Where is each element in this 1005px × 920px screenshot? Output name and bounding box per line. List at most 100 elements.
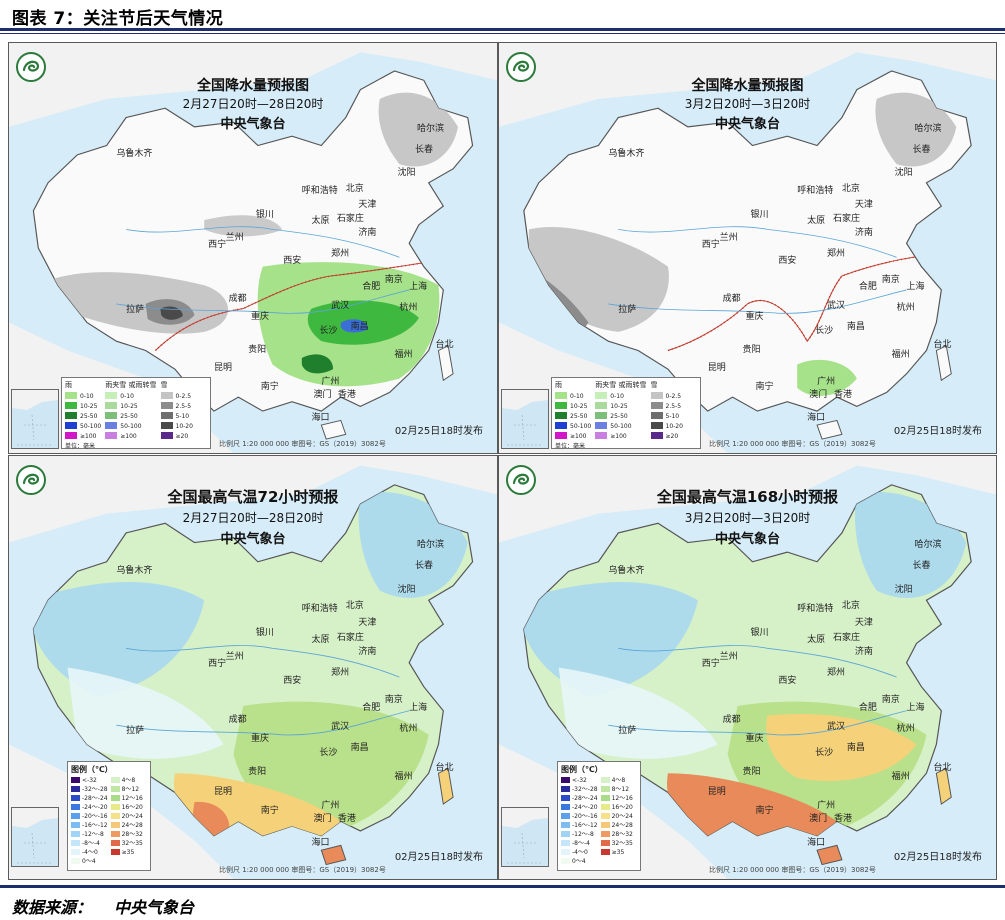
legend-value: -24～-20 xyxy=(82,804,108,811)
city-label: 上海 xyxy=(906,703,925,714)
city-label: 拉萨 xyxy=(126,304,145,315)
figure-title: 图表 7：关注节后天气情况 xyxy=(12,9,224,29)
precip-legend: 雨 0-10 10-25 25-50 50-100 ≥100 雨夹雪 或雨转雪 0-10 10-… xyxy=(551,377,701,450)
legend-swatch xyxy=(595,392,608,399)
city-label: 长春 xyxy=(912,144,931,155)
city-label: 济南 xyxy=(854,647,873,658)
yellow-river xyxy=(126,645,400,678)
legend-swatch xyxy=(65,432,77,439)
legend-swatch xyxy=(600,830,610,837)
legend-swatch xyxy=(561,785,570,792)
map-scale-note: 比例尺 1:20 000 000 审图号：GS（2019）3082号 xyxy=(709,440,876,448)
city-label: 北京 xyxy=(345,183,364,194)
cma-logo-icon xyxy=(16,52,46,82)
city-label: 香港 xyxy=(833,813,852,824)
legend-value: -20～-16 xyxy=(572,813,598,820)
city-label: 南昌 xyxy=(350,321,369,332)
legend-value: 2.5-5 xyxy=(175,403,192,410)
city-label: 台北 xyxy=(435,340,454,351)
city-label: 银川 xyxy=(255,628,274,639)
legend-swatch xyxy=(71,794,80,801)
legend-row: 4～8 xyxy=(600,775,633,784)
issuing-agency: 中央气象台 xyxy=(220,117,286,132)
legend-value: 0-10 xyxy=(120,393,134,400)
hainan-island xyxy=(816,419,843,440)
legend-column: 雨 0-10 10-25 25-50 50-100 ≥100 xyxy=(65,380,101,441)
city-label: 兰州 xyxy=(225,233,244,244)
city-label: 长沙 xyxy=(815,326,834,337)
legend-row: 0-10 xyxy=(555,391,591,401)
legend-row: -12～-8 xyxy=(71,829,108,838)
city-label: 太原 xyxy=(807,634,826,645)
legend-row: 28～32 xyxy=(110,829,143,838)
legend-row: 0-2.5 xyxy=(650,391,683,401)
city-label: 北京 xyxy=(345,601,364,612)
legend-value: -12～-8 xyxy=(82,831,104,838)
legend-value: ≥100 xyxy=(120,433,137,440)
legend-swatch xyxy=(65,412,77,419)
city-label: 贵阳 xyxy=(742,344,761,355)
city-label: 石家庄 xyxy=(336,632,364,643)
legend-swatch xyxy=(160,412,173,419)
legend-row: 24～28 xyxy=(110,820,143,829)
yangtze-river xyxy=(608,289,907,314)
legend-value: 0-10 xyxy=(80,393,94,400)
precip-map-panel-2: 全国降水量预报图 3月2日20时—3日20时 中央气象台 乌鲁木齐 哈尔滨 长春 沈阳 呼和浩… xyxy=(498,42,997,454)
city-label: 长春 xyxy=(415,144,434,155)
city-label: 乌鲁木齐 xyxy=(608,565,645,576)
release-time: 02月25日18时发布 xyxy=(893,426,982,437)
legend-value: -16～-12 xyxy=(82,822,108,829)
map-scale-note: 比例尺 1:20 000 000 审图号：GS（2019）3082号 xyxy=(709,866,876,874)
city-label: 太原 xyxy=(311,634,330,645)
city-label: 郑州 xyxy=(827,248,846,259)
legend-header: 雪 xyxy=(650,381,658,389)
city-label: 合肥 xyxy=(362,703,381,714)
city-label: 银川 xyxy=(255,209,274,220)
city-label: 广州 xyxy=(321,801,340,812)
city-label: 呼和浩特 xyxy=(797,604,834,614)
legend-row: 10-25 xyxy=(555,401,591,411)
temp-legend: 图例（℃） <-32 -32～-28 -28～-24 -24～-20 -20～-16 -16… xyxy=(557,761,641,871)
map-title: 全国降水量预报图 xyxy=(197,78,309,94)
legend-swatch xyxy=(110,830,120,837)
legend-row: 25-50 xyxy=(65,411,101,421)
hainan-island xyxy=(320,419,347,440)
city-label: 重庆 xyxy=(251,733,270,744)
city-label: 合肥 xyxy=(858,282,877,293)
zero-degree-line-base xyxy=(155,261,429,351)
legend-row: 8～12 xyxy=(110,784,143,793)
city-label: 济南 xyxy=(358,647,377,658)
city-label: 南宁 xyxy=(260,805,279,816)
legend-header: 雨 xyxy=(555,381,562,389)
map-scale-note: 比例尺 1:20 000 000 审图号：GS（2019）3082号 xyxy=(219,866,386,874)
legend-swatch xyxy=(105,392,118,399)
city-label: 南昌 xyxy=(846,321,865,332)
city-label: 南京 xyxy=(384,274,403,285)
legend-value: -16～-12 xyxy=(572,822,598,829)
rain-area-south xyxy=(797,359,857,396)
forecast-period: 2月27日20时—28日20时 xyxy=(182,511,324,525)
legend-value: ≥100 xyxy=(80,433,97,440)
legend-row: 10-25 xyxy=(105,401,156,411)
city-label: 福州 xyxy=(394,349,413,360)
legend-title: 图例（℃） xyxy=(561,765,603,774)
city-label: 海口 xyxy=(311,412,330,423)
city-label: 天津 xyxy=(854,618,873,629)
bottom-rule xyxy=(0,885,1005,888)
legend-swatch xyxy=(71,785,80,792)
legend-row: 0～4 xyxy=(71,856,108,865)
issuing-agency: 中央气象台 xyxy=(714,117,780,132)
legend-row: 0-10 xyxy=(65,391,101,401)
temp-band-plateau xyxy=(558,667,718,759)
legend-swatch xyxy=(600,848,610,855)
legend-row: 50-100 xyxy=(105,421,156,431)
legend-header: 雪 xyxy=(160,381,168,389)
city-label: 银川 xyxy=(750,209,769,220)
snow-area-northeast xyxy=(378,92,458,167)
city-label: 沈阳 xyxy=(894,167,913,178)
city-label: 成都 xyxy=(722,714,741,725)
city-label: 武汉 xyxy=(827,722,846,733)
legend-value: 24～28 xyxy=(121,822,143,829)
legend-value: ≥20 xyxy=(665,433,679,440)
legend-value: 24～28 xyxy=(611,822,633,829)
